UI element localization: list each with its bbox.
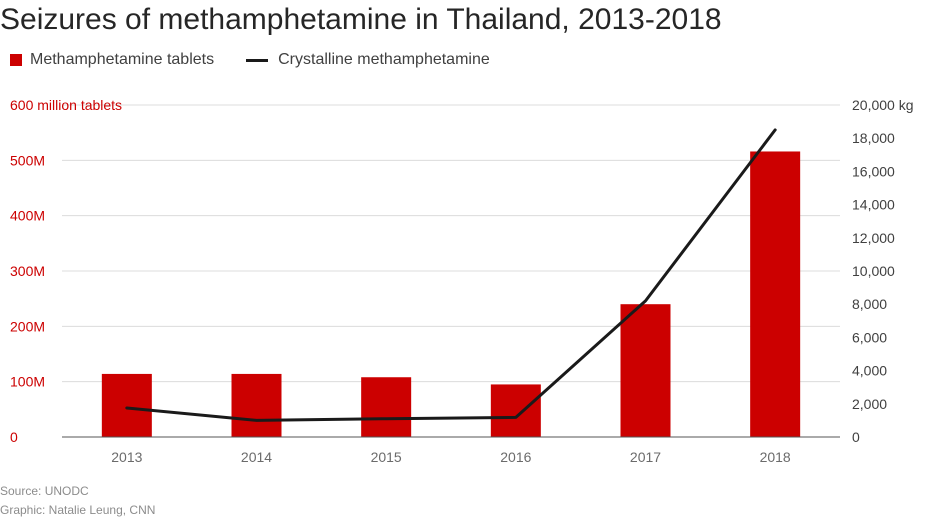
line-crystalline-methamphetamine [125, 128, 777, 422]
right-axis-tick-label: 18,000 [852, 130, 895, 146]
bar-2014 [231, 373, 282, 437]
right-axis-tick-label: 0 [852, 429, 860, 445]
right-axis-tick-label: 10,000 [852, 263, 895, 279]
left-axis-tick-label: 300M [10, 263, 45, 279]
right-axis-tick-label: 12,000 [852, 230, 895, 246]
right-axis-tick-label: 16,000 [852, 163, 895, 179]
legend-label-tablets: Methamphetamine tablets [30, 51, 215, 68]
right-axis-tick-label: 14,000 [852, 197, 895, 213]
left-axis-tick-label: 600 million tablets [10, 97, 122, 113]
x-axis-tick-label: 2013 [111, 449, 142, 465]
right-axis-tick-label: 4,000 [852, 363, 887, 379]
legend-label-crystalline: Crystalline methamphetamine [278, 51, 490, 68]
left-axis-tick-label: 400M [10, 208, 45, 224]
left-axis-tick-label: 0 [10, 429, 18, 445]
footer-source: Source: UNODC [0, 484, 89, 498]
bar-2017 [620, 304, 671, 437]
x-axis-tick-label: 2018 [760, 449, 791, 465]
chart-legend: Methamphetamine tablets Crystalline meth… [0, 48, 512, 72]
chart-title: Seizures of methamphetamine in Thailand,… [0, 3, 722, 36]
x-axis-tick-label: 2016 [500, 449, 531, 465]
x-axis-tick-label: 2017 [630, 449, 661, 465]
left-axis-tick-label: 100M [10, 374, 45, 390]
right-axis-tick-label: 6,000 [852, 329, 887, 345]
x-axis-tick-label: 2015 [371, 449, 402, 465]
legend-swatch-line [246, 58, 269, 62]
legend-item-tablets: Methamphetamine tablets [10, 51, 214, 69]
legend-item-crystalline: Crystalline methamphetamine [246, 51, 490, 69]
left-axis-tick-label: 200M [10, 318, 45, 334]
right-axis-tick-label: 2,000 [852, 396, 887, 412]
bar-2013 [101, 373, 152, 437]
x-axis-tick-label: 2014 [241, 449, 272, 465]
bar-2015 [361, 377, 412, 437]
left-axis-tick-label: 500M [10, 152, 45, 168]
bar-2018 [750, 151, 801, 438]
right-axis-tick-label: 8,000 [852, 296, 887, 312]
bar-2016 [490, 384, 541, 437]
right-axis-tick-label: 20,000 kg [852, 97, 914, 113]
legend-swatch-bar [10, 54, 22, 66]
footer-credit: Graphic: Natalie Leung, CNN [0, 503, 156, 517]
